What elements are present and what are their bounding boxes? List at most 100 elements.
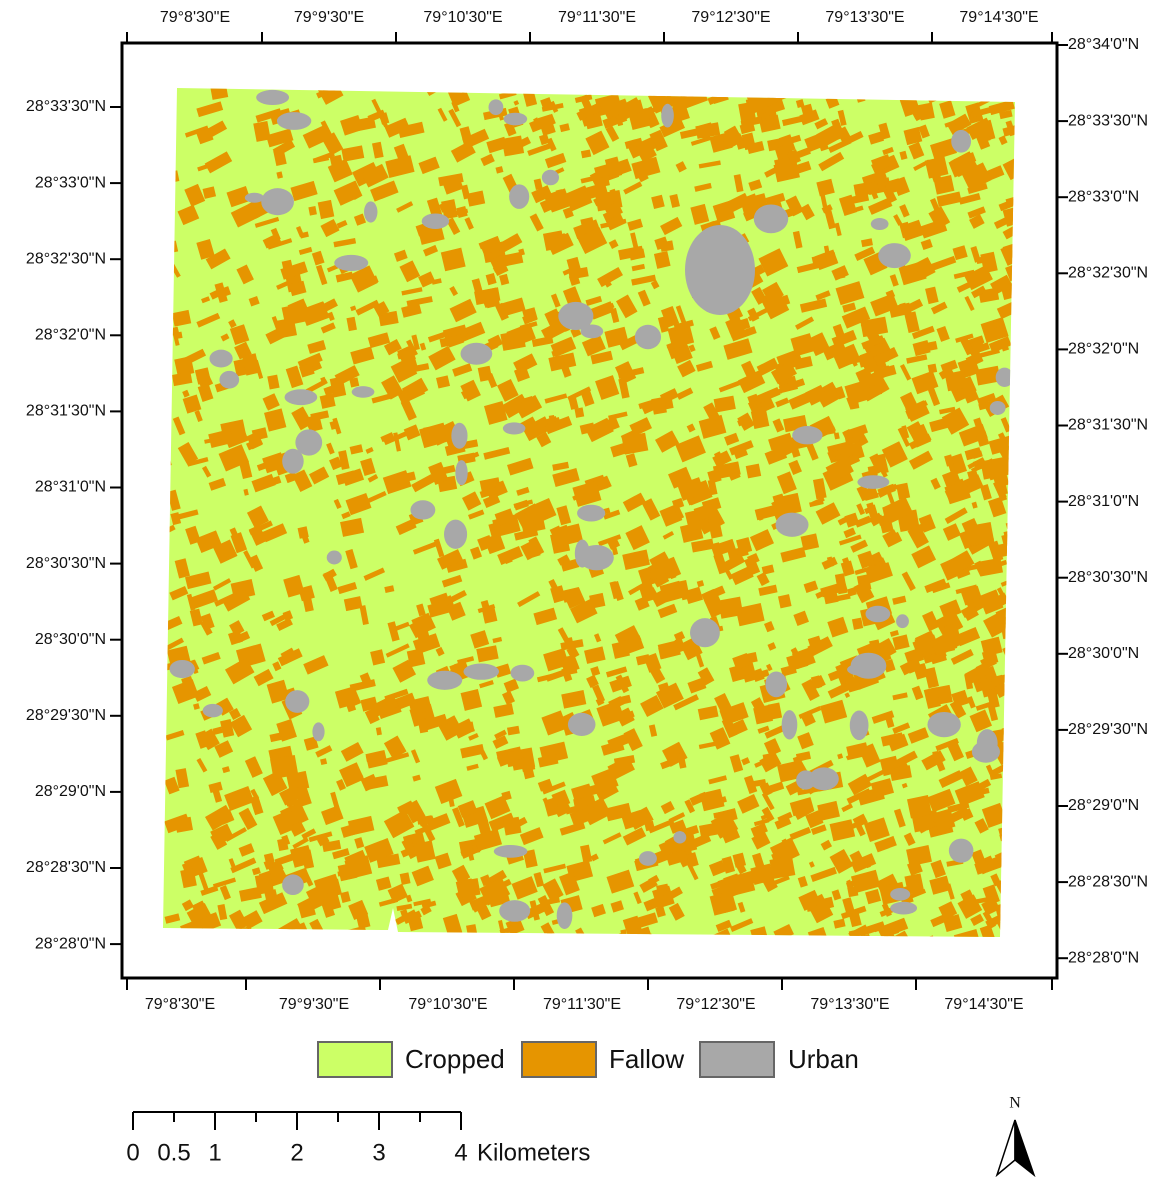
scale-label: 0.5 (157, 1139, 190, 1166)
right-coord-label: 28°33'0"N (1068, 188, 1139, 205)
left-coord-label: 28°33'0"N (35, 174, 106, 191)
north-label: N (1009, 1095, 1021, 1112)
top-coord-label: 79°14'30"E (959, 9, 1038, 26)
urban-patch (850, 710, 869, 740)
urban-patch (635, 325, 661, 349)
urban-patch (210, 350, 233, 368)
urban-patch (577, 505, 605, 522)
right-coord-label: 28°31'30"N (1068, 417, 1148, 434)
left-coord-label: 28°33'30"N (26, 98, 106, 115)
urban-patch (866, 606, 891, 623)
fallow-patch (651, 397, 667, 415)
urban-patch (277, 112, 311, 130)
urban-patch (503, 422, 526, 434)
fallow-patch (515, 369, 521, 375)
right-coord-label: 28°31'0"N (1068, 493, 1139, 510)
urban-patch (170, 660, 195, 678)
urban-patch (494, 845, 528, 858)
legend-label: Fallow (609, 1044, 684, 1074)
urban-patch (542, 170, 559, 185)
right-coord-label: 28°29'0"N (1068, 797, 1139, 814)
urban-patch (285, 389, 318, 405)
north-arrow-left (997, 1120, 1015, 1175)
urban-patch (581, 324, 604, 338)
fallow-patch (852, 618, 863, 630)
right-coord-label: 28°32'0"N (1068, 341, 1139, 358)
urban-patch (568, 713, 596, 736)
legend: CroppedFallowUrban (318, 1042, 859, 1077)
urban-patch (690, 618, 720, 647)
urban-patch (575, 540, 590, 568)
urban-patch (896, 614, 909, 628)
urban-patch (219, 371, 239, 389)
fallow-patch (769, 856, 795, 879)
urban-patch (878, 243, 911, 268)
left-coord-label: 28°30'30"N (26, 555, 106, 572)
urban-patch (463, 664, 499, 680)
top-coord-label: 79°8'30"E (160, 9, 230, 26)
urban-patch (927, 712, 960, 737)
urban-patch (410, 500, 435, 519)
bottom-coord-label: 79°13'30"E (810, 996, 889, 1013)
urban-patch (972, 741, 1000, 763)
top-coord-label: 79°13'30"E (825, 9, 904, 26)
top-coord-label: 79°12'30"E (691, 9, 770, 26)
left-coord-label: 28°28'0"N (35, 935, 106, 952)
legend-label: Cropped (405, 1044, 505, 1074)
fallow-patch (255, 873, 274, 894)
urban-patch (489, 99, 504, 115)
urban-patch (455, 460, 467, 485)
north-arrow-right (1015, 1120, 1034, 1175)
urban-patch (261, 188, 294, 215)
fallow-patch (746, 464, 761, 479)
urban-patch (809, 767, 839, 790)
urban-patch (754, 204, 788, 233)
left-coord-label: 28°32'0"N (35, 327, 106, 344)
fallow-patch (837, 270, 845, 278)
urban-patch (639, 851, 657, 866)
right-coord-label: 28°30'0"N (1068, 645, 1139, 662)
bottom-coord-label: 79°10'30"E (408, 996, 487, 1013)
scale-bar: 00.51234Kilometers (126, 1112, 590, 1166)
urban-patch (673, 831, 686, 843)
left-coord-label: 28°29'0"N (35, 783, 106, 800)
urban-patch (461, 343, 493, 365)
map-layout: 79°8'30"E79°9'30"E79°10'30"E79°11'30"E79… (0, 0, 1174, 1177)
legend-swatch (700, 1042, 774, 1077)
urban-patch (504, 113, 528, 126)
bottom-coord-label: 79°12'30"E (676, 996, 755, 1013)
urban-patch (285, 690, 309, 713)
urban-patch (871, 218, 889, 230)
left-coord-label: 28°30'0"N (35, 631, 106, 648)
urban-patch (890, 888, 910, 901)
fallow-patch (175, 332, 183, 339)
bottom-coord-label: 79°11'30"E (543, 996, 621, 1013)
urban-patch (282, 449, 304, 474)
right-coord-label: 28°28'30"N (1068, 873, 1148, 890)
bottom-coord-label: 79°8'30"E (145, 996, 215, 1013)
scale-label: 4 (454, 1139, 467, 1166)
urban-patch (499, 900, 530, 922)
right-coord-label: 28°29'30"N (1068, 721, 1148, 738)
left-coord-label: 28°32'30"N (26, 250, 106, 267)
urban-patch (427, 671, 462, 690)
urban-patch (203, 704, 223, 718)
urban-patch (282, 874, 304, 895)
urban-patch (557, 902, 573, 929)
urban-patch (256, 90, 289, 105)
fallow-patch (574, 407, 584, 417)
urban-patch (422, 213, 449, 228)
urban-patch (334, 255, 368, 271)
urban-patch (890, 902, 917, 915)
scale-label: 1 (208, 1139, 221, 1166)
urban-patch (792, 426, 822, 444)
urban-patch (509, 184, 529, 209)
bottom-coord-label: 79°14'30"E (944, 996, 1023, 1013)
urban-patch (857, 475, 889, 489)
urban-patch (327, 551, 342, 565)
scale-label: 2 (290, 1139, 303, 1166)
page: 79°8'30"E79°9'30"E79°10'30"E79°11'30"E79… (0, 0, 1174, 1182)
left-coord-label: 28°28'30"N (26, 859, 106, 876)
right-coord-label: 28°34'0"N (1068, 36, 1139, 53)
urban-patch (949, 839, 974, 863)
